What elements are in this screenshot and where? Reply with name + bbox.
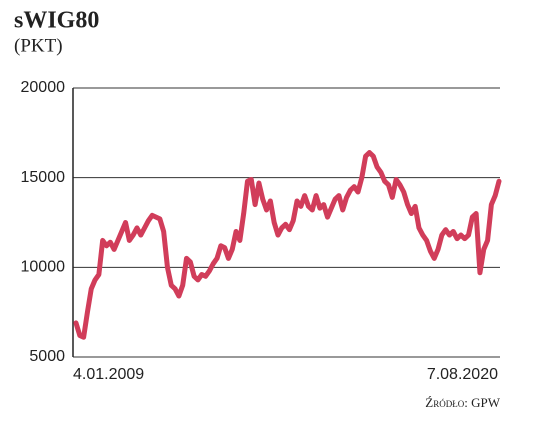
line bbox=[73, 150, 502, 340]
y-tick-label: 15000 bbox=[21, 169, 66, 186]
y-tick-label: 10000 bbox=[21, 259, 66, 276]
chart-title: sWIG80 bbox=[14, 8, 99, 34]
y-tick-label: 5000 bbox=[29, 348, 65, 365]
chart-subtitle: (PKT) bbox=[14, 35, 63, 56]
x-tick-label: 7.08.2020 bbox=[427, 366, 498, 383]
x-tick-label: 4.01.2009 bbox=[73, 366, 144, 383]
y-tick-label: 20000 bbox=[21, 79, 66, 96]
source: Źródło: GPW bbox=[425, 395, 500, 410]
